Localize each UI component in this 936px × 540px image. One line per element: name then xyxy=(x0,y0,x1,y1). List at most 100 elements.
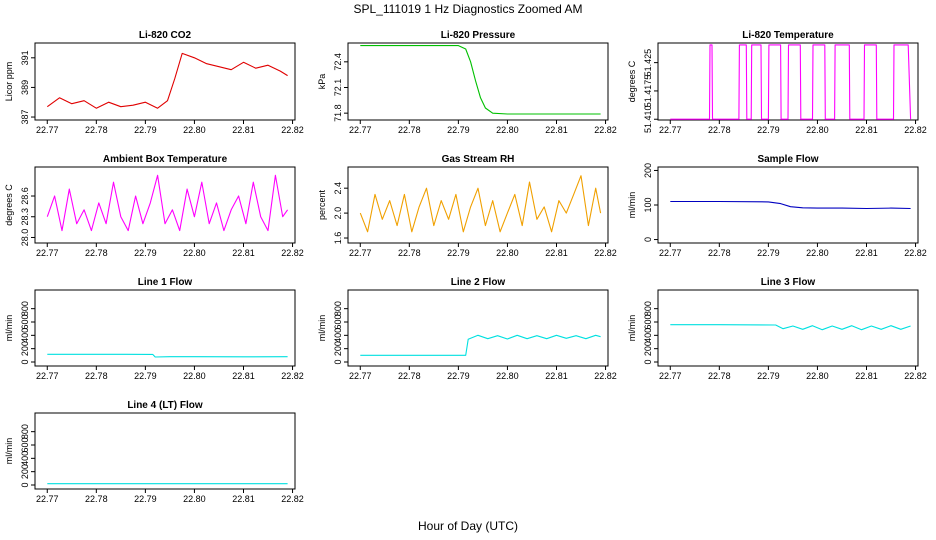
x-tick-label: 22.80 xyxy=(183,494,206,504)
y-axis-label: ml/min xyxy=(317,315,327,342)
x-tick-label: 22.79 xyxy=(757,371,780,381)
x-tick-label: 22.80 xyxy=(183,125,206,135)
x-tick-label: 22.82 xyxy=(904,371,927,381)
x-tick-label: 22.82 xyxy=(281,125,304,135)
panel-title: Li-820 Pressure xyxy=(441,30,516,41)
y-tick-label: 28.0 xyxy=(20,229,30,247)
y-axis-label: ml/min xyxy=(4,315,14,342)
x-tick-label: 22.80 xyxy=(183,371,206,381)
x-tick-label: 22.78 xyxy=(398,248,421,258)
y-tick-label: 600 xyxy=(643,314,653,329)
x-tick-label: 22.81 xyxy=(855,125,878,135)
y-tick-label: 800 xyxy=(643,301,653,316)
y-tick-label: 72.1 xyxy=(333,79,343,97)
y-tick-label: 800 xyxy=(20,301,30,316)
y-axis-label: Licor ppm xyxy=(4,62,14,102)
x-tick-label: 22.80 xyxy=(496,125,519,135)
y-tick-label: 400 xyxy=(643,328,653,343)
x-tick-label: 22.78 xyxy=(85,125,108,135)
y-tick-label: 0 xyxy=(20,359,30,364)
series-line-line1_flow xyxy=(47,353,288,358)
x-tick-label: 22.79 xyxy=(447,248,470,258)
y-tick-label: 387 xyxy=(20,110,30,125)
y-tick-label: 1.6 xyxy=(333,232,343,245)
y-tick-label: 200 xyxy=(643,163,653,178)
x-tick-label: 22.77 xyxy=(659,371,682,381)
panel-frame xyxy=(347,166,609,244)
x-tick-label: 22.79 xyxy=(757,125,780,135)
x-tick-label: 22.79 xyxy=(134,248,157,258)
x-tick-label: 22.78 xyxy=(708,371,731,381)
panel-title: Line 3 Flow xyxy=(761,277,816,288)
y-tick-label: 51.425 xyxy=(643,49,653,77)
series-line-sample_flow xyxy=(670,200,911,210)
series-line-temperature xyxy=(670,44,912,120)
x-tick-label: 22.77 xyxy=(36,371,59,381)
y-tick-label: 51.410 xyxy=(643,105,653,133)
y-tick-label: 0 xyxy=(20,482,30,487)
y-axis-label: kPa xyxy=(317,74,327,90)
y-tick-label: 600 xyxy=(20,437,30,452)
x-tick-label: 22.78 xyxy=(708,248,731,258)
y-tick-label: 400 xyxy=(20,451,30,466)
x-tick-label: 22.81 xyxy=(232,248,255,258)
x-tick-label: 22.81 xyxy=(855,371,878,381)
y-tick-label: 600 xyxy=(20,314,30,329)
x-tick-label: 22.78 xyxy=(85,371,108,381)
y-tick-label: 200 xyxy=(20,464,30,479)
x-tick-label: 22.77 xyxy=(659,125,682,135)
panel-pressure: Li-820 Pressure 22.77 22.78 22.79 22.80 22.81… xyxy=(317,30,617,135)
panel-line1_flow: Line 1 Flow 22.77 22.78 22.79 22.80 22.81 22.8… xyxy=(4,277,304,381)
y-tick-label: 0 xyxy=(643,359,653,364)
y-tick-label: 0 xyxy=(333,359,343,364)
series-line-co2 xyxy=(46,52,288,109)
y-axis-label: degrees C xyxy=(627,60,637,102)
x-tick-label: 22.82 xyxy=(281,248,304,258)
panel-line2_flow: Line 2 Flow 22.77 22.78 22.79 22.80 22.81 22.8… xyxy=(317,277,617,381)
y-axis-label: percent xyxy=(317,189,327,220)
panel-title: Gas Stream RH xyxy=(442,154,515,165)
y-tick-label: 28.3 xyxy=(20,208,30,226)
x-tick-label: 22.80 xyxy=(806,125,829,135)
y-tick-label: 100 xyxy=(643,197,653,212)
x-tick-label: 22.81 xyxy=(232,494,255,504)
panel-title: Line 1 Flow xyxy=(138,277,193,288)
panel-title: Line 4 (LT) Flow xyxy=(127,400,203,411)
panel-line3_flow: Line 3 Flow 22.77 22.78 22.79 22.80 22.81 22.8… xyxy=(627,277,927,381)
x-tick-label: 22.79 xyxy=(134,371,157,381)
x-tick-label: 22.77 xyxy=(36,248,59,258)
panel-title: Line 2 Flow xyxy=(451,277,506,288)
x-tick-label: 22.78 xyxy=(85,494,108,504)
panel-rh: Gas Stream RH 22.77 22.78 22.79 22.80 22.81 22… xyxy=(317,154,617,258)
x-tick-label: 22.79 xyxy=(134,494,157,504)
x-tick-label: 22.81 xyxy=(545,248,568,258)
y-tick-label: 200 xyxy=(643,341,653,356)
y-axis-label: ml/min xyxy=(627,315,637,342)
x-tick-label: 22.80 xyxy=(496,248,519,258)
figure-xlabel: Hour of Day (UTC) xyxy=(418,519,518,533)
panel-temperature: Li-820 Temperature 22.77 22.78 22.79 22.80 22… xyxy=(627,30,927,135)
y-tick-label: 51.4175 xyxy=(643,75,653,108)
x-tick-label: 22.82 xyxy=(281,494,304,504)
panel-grid: Li-820 CO2 22.77 22.78 22.79 22.80 22.81 22.82… xyxy=(4,30,927,504)
series-line-line2_flow xyxy=(360,334,601,356)
panel-title: Li-820 CO2 xyxy=(139,30,192,41)
x-tick-label: 22.78 xyxy=(398,125,421,135)
x-tick-label: 22.79 xyxy=(447,371,470,381)
x-tick-label: 22.77 xyxy=(349,371,372,381)
x-tick-label: 22.79 xyxy=(757,248,780,258)
x-tick-label: 22.77 xyxy=(659,248,682,258)
x-tick-label: 22.78 xyxy=(85,248,108,258)
series-line-rh xyxy=(359,175,602,233)
x-tick-label: 22.79 xyxy=(134,125,157,135)
x-tick-label: 22.80 xyxy=(183,248,206,258)
y-tick-label: 2.4 xyxy=(333,182,343,195)
panel-frame xyxy=(347,42,609,121)
series-line-box_temperature xyxy=(46,174,289,232)
x-tick-label: 22.80 xyxy=(806,248,829,258)
y-tick-label: 400 xyxy=(333,328,343,343)
x-tick-label: 22.82 xyxy=(594,125,617,135)
x-tick-label: 22.81 xyxy=(545,371,568,381)
panel-title: Li-820 Temperature xyxy=(742,30,834,41)
